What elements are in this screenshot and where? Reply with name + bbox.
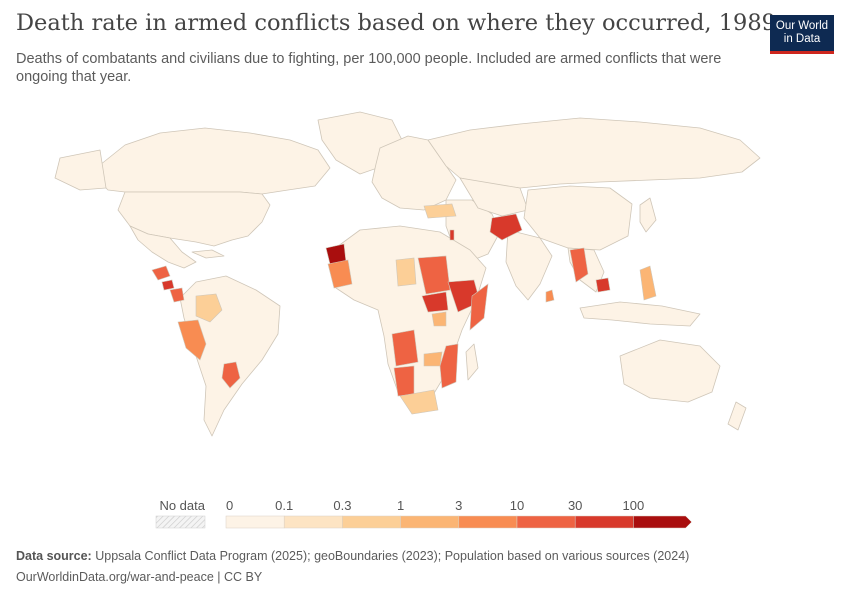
region-south-sudan <box>421 291 449 313</box>
region-sri-lanka <box>545 289 555 303</box>
legend-no-data-swatch <box>155 515 206 529</box>
legend-tick-label-5: 10 <box>510 498 524 513</box>
logo-line-2: in Data <box>783 33 821 45</box>
legend-swatch-0 <box>225 515 285 529</box>
region-japan <box>639 197 657 233</box>
legend-tick-label-7: 100 <box>623 498 645 513</box>
legend-swatch-2 <box>342 515 401 529</box>
region-nicaragua <box>169 287 185 303</box>
owid-logo[interactable]: Our World in Data <box>770 15 834 54</box>
legend-tick-label-1: 0.1 <box>275 498 293 513</box>
region-afghanistan <box>489 213 523 241</box>
region-peru <box>177 319 207 361</box>
region-zimbabwe <box>423 351 443 367</box>
legend-tick-label-2: 0.3 <box>333 498 351 513</box>
region-myanmar <box>569 247 589 283</box>
region-angola <box>391 329 419 367</box>
region-australia <box>619 339 721 403</box>
region-turkey <box>423 203 457 219</box>
region-somalia <box>469 283 489 331</box>
source-label: Data source: <box>16 549 92 563</box>
legend-tick-label-3: 1 <box>397 498 404 513</box>
legend-no-data-label: No data <box>159 498 205 513</box>
region-uganda <box>431 311 447 327</box>
region-new-zealand <box>727 401 747 431</box>
region-china <box>523 185 633 251</box>
chart-subtitle: Deaths of combatants and civilians due t… <box>16 51 722 85</box>
region-cambodia <box>595 277 611 293</box>
source-text: Uppsala Conflict Data Program (2025); ge… <box>95 549 690 563</box>
footer-url[interactable]: OurWorldinData.org/war-and-peace | CC BY <box>16 570 263 584</box>
region-mexico <box>129 225 197 269</box>
region-alaska <box>54 149 107 191</box>
region-canada <box>97 127 331 195</box>
region-cuba <box>191 249 225 259</box>
region-indonesia <box>579 301 701 327</box>
region-namibia <box>393 365 415 397</box>
region-mozambique <box>439 343 459 389</box>
region-paraguay <box>221 361 241 389</box>
region-india <box>505 229 553 301</box>
region-south-africa <box>399 389 439 415</box>
logo-line-1: Our World <box>775 20 829 32</box>
legend-swatch-4 <box>458 515 518 529</box>
legend-tick-label-4: 3 <box>455 498 462 513</box>
chart-title: Death rate in armed conflicts based on w… <box>16 10 776 36</box>
region-chad <box>395 257 417 287</box>
legend-tick-label-6: 30 <box>568 498 582 513</box>
region-central-asia <box>459 177 529 217</box>
legend-tick-label-0: 0 <box>226 498 233 513</box>
region-russia <box>427 117 761 189</box>
region-israel <box>449 229 455 241</box>
legend-swatch-7 <box>633 515 692 529</box>
legend-swatch-5 <box>516 515 576 529</box>
region-sudan <box>417 255 451 295</box>
legend-bins: 0 0.1 0.3 1 3 10 30 100 <box>225 498 692 529</box>
legend-swatch-6 <box>574 515 634 529</box>
legend-swatch-1 <box>283 515 343 529</box>
world-map[interactable] <box>0 100 850 490</box>
region-philippines <box>639 265 657 301</box>
footer-source: Data source: Uppsala Conflict Data Progr… <box>16 549 689 563</box>
region-colombia <box>195 293 223 323</box>
region-madagascar <box>465 343 479 381</box>
legend-swatch-3 <box>400 515 460 529</box>
region-el-salvador <box>161 279 175 291</box>
region-mauritania <box>327 259 353 289</box>
region-guatemala <box>151 265 171 281</box>
legend: No data 0 0.1 0.3 1 3 10 30 100 <box>155 498 692 529</box>
